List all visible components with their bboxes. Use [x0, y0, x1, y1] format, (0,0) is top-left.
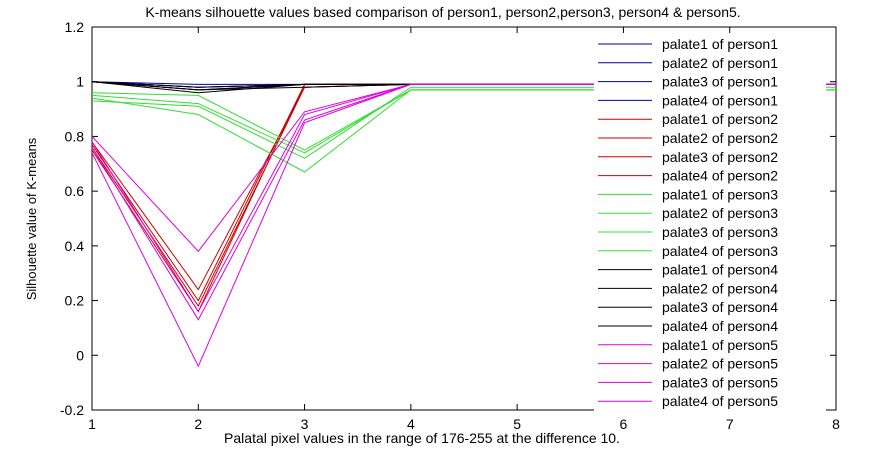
- x-axis-label: Palatal pixel values in the range of 176…: [224, 430, 620, 446]
- legend: palate1 of person1 palate2 of person1 pala…: [594, 33, 826, 413]
- legend-entry: palate3 of person3: [662, 224, 778, 240]
- legend-entry: palate2 of person4: [662, 280, 778, 296]
- legend-entry: palate4 of person3: [662, 243, 778, 259]
- legend-entry: palate4 of person1: [662, 92, 778, 108]
- legend-entry: palate2 of person3: [662, 205, 778, 221]
- legend-entry: palate1 of person5: [662, 337, 778, 353]
- y-axis: -0.2 0 0.2 0.4 0.6 0.8 1 1.2: [60, 19, 836, 418]
- series-line-12: [91, 86, 836, 159]
- x-tick-label: 6: [620, 416, 628, 432]
- y-axis-label: Silhouette value of K-means: [24, 137, 39, 300]
- x-tick-label: 5: [513, 416, 521, 432]
- legend-entry: palate2 of person1: [662, 55, 778, 71]
- legend-entry: palate2 of person5: [662, 356, 778, 372]
- x-tick-label: 7: [726, 416, 734, 432]
- series-lines: [91, 81, 836, 368]
- x-tick-label: 4: [407, 416, 415, 432]
- series-line-20: [91, 83, 836, 368]
- series-line-11: [91, 89, 836, 173]
- x-tick-label: 8: [832, 416, 840, 432]
- legend-entry: palate3 of person5: [662, 374, 778, 390]
- legend-entry: palate1 of person3: [662, 186, 778, 202]
- legend-box: [594, 33, 826, 413]
- y-tick-label: 0.2: [65, 293, 85, 309]
- y-tick-label: -0.2: [60, 402, 84, 418]
- y-tick-label: 0: [76, 347, 84, 363]
- legend-entry: palate3 of person4: [662, 299, 778, 315]
- chart-title: K-means silhouette values based comparis…: [145, 4, 740, 20]
- y-tick-label: 1.2: [65, 19, 85, 35]
- legend-entry: palate3 of person2: [662, 149, 778, 165]
- y-tick-label: 0.4: [65, 238, 85, 254]
- legend-entry: palate4 of person4: [662, 318, 778, 334]
- legend-entry: palate1 of person2: [662, 111, 778, 127]
- x-tick-label: 3: [301, 416, 309, 432]
- legend-entry: palate3 of person1: [662, 74, 778, 90]
- legend-entry: palate4 of person5: [662, 393, 778, 409]
- y-tick-label: 0.8: [65, 128, 85, 144]
- x-tick-label: 2: [194, 416, 202, 432]
- y-tick-label: 1: [76, 74, 84, 90]
- x-tick-label: 1: [88, 416, 96, 432]
- y-tick-label: 0.6: [65, 183, 85, 199]
- x-axis: 1 2 3 4 5 6 7 8: [88, 27, 840, 432]
- legend-entry: palate4 of person2: [662, 168, 778, 184]
- legend-entry: palate1 of person1: [662, 36, 778, 52]
- legend-entry: palate1 of person4: [662, 262, 778, 278]
- legend-entry: palate2 of person2: [662, 130, 778, 146]
